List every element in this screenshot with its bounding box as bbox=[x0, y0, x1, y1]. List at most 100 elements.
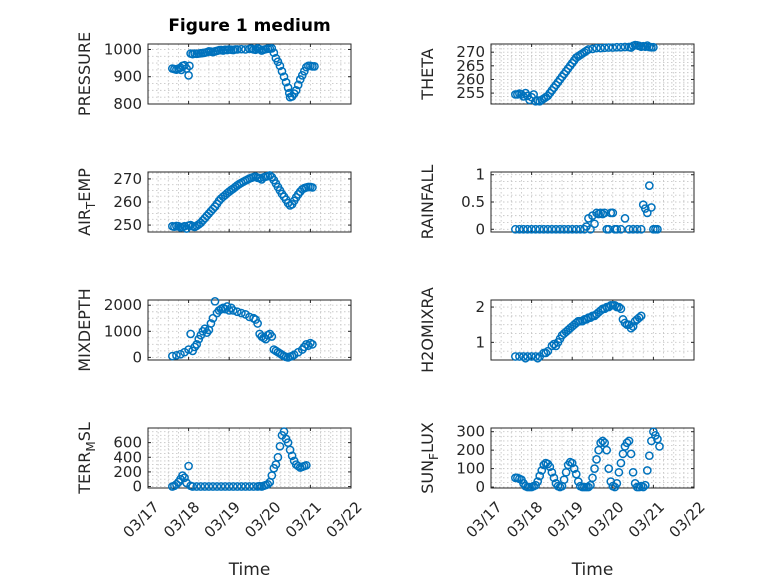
data-point bbox=[647, 203, 656, 212]
data-point bbox=[527, 224, 536, 234]
panel-mixdepth: 0 1000 2000 MIXDEPTH bbox=[75, 288, 352, 372]
y-tick-label: 0 bbox=[475, 220, 485, 238]
data-point bbox=[598, 436, 608, 446]
y-label-main: RAINFALL bbox=[418, 165, 437, 240]
data-point bbox=[571, 224, 581, 234]
x-tick-label: 03/21 bbox=[282, 498, 325, 541]
data-point bbox=[279, 72, 289, 82]
data-point bbox=[604, 224, 614, 234]
data-point bbox=[555, 224, 565, 234]
data-point bbox=[612, 42, 622, 52]
y-axis-label: SUNFLUX bbox=[418, 422, 441, 494]
data-point bbox=[592, 43, 601, 53]
data-point bbox=[616, 458, 626, 468]
data-point bbox=[293, 461, 303, 471]
axes-border bbox=[147, 43, 352, 105]
data-point bbox=[255, 44, 264, 54]
data-point bbox=[283, 83, 293, 92]
data-point bbox=[511, 224, 520, 234]
x-tick-label: 03/18 bbox=[503, 498, 546, 541]
data-point bbox=[523, 352, 532, 361]
data-point bbox=[533, 477, 543, 486]
y-label-subscript: F bbox=[427, 453, 441, 460]
data-point bbox=[634, 313, 644, 322]
data-point bbox=[241, 482, 250, 491]
data-point bbox=[308, 183, 317, 192]
data-point bbox=[519, 224, 528, 234]
y-tick-label: 0 bbox=[132, 478, 142, 496]
data-point bbox=[604, 464, 614, 473]
data-point bbox=[569, 464, 579, 473]
data-point bbox=[310, 62, 319, 71]
y-label-tail: LUX bbox=[418, 422, 437, 453]
data-point bbox=[523, 224, 532, 234]
data-point bbox=[192, 482, 202, 491]
data-point bbox=[549, 473, 559, 483]
data-point bbox=[640, 204, 650, 213]
x-tick-label: 03/17 bbox=[462, 498, 505, 541]
data-point bbox=[206, 319, 216, 328]
series-points bbox=[511, 300, 646, 363]
data-point bbox=[620, 42, 630, 52]
data-point bbox=[596, 43, 605, 53]
y-tick-label: 270 bbox=[456, 43, 485, 61]
y-tick-label: 260 bbox=[113, 193, 142, 211]
y-axis-label: MIXDEPTH bbox=[75, 288, 94, 371]
x-tick-label: 03/19 bbox=[201, 498, 244, 541]
data-point bbox=[535, 471, 545, 481]
data-point bbox=[620, 214, 630, 223]
data-point bbox=[590, 219, 599, 229]
data-point bbox=[267, 44, 277, 53]
data-point bbox=[616, 224, 626, 234]
data-point bbox=[301, 62, 311, 72]
data-point bbox=[220, 482, 230, 491]
data-point bbox=[653, 224, 662, 234]
y-label-tail: EMP bbox=[75, 168, 94, 202]
grid bbox=[490, 44, 695, 104]
data-point bbox=[180, 221, 189, 231]
data-point bbox=[245, 482, 254, 491]
data-point bbox=[295, 75, 305, 84]
grid bbox=[147, 300, 352, 360]
data-point bbox=[638, 482, 648, 492]
data-point bbox=[184, 461, 193, 471]
series-points bbox=[511, 427, 664, 492]
data-point bbox=[584, 45, 593, 54]
axes-border bbox=[147, 299, 352, 361]
data-point bbox=[253, 319, 262, 328]
data-point bbox=[567, 224, 577, 234]
x-tick-label: 03/21 bbox=[625, 498, 668, 541]
y-label-subscript: T bbox=[84, 201, 98, 210]
data-point bbox=[299, 66, 309, 76]
data-point bbox=[624, 436, 634, 446]
data-point bbox=[208, 482, 218, 491]
data-point bbox=[232, 482, 242, 491]
y-label-main: SUN bbox=[418, 460, 437, 494]
data-point bbox=[277, 66, 287, 76]
data-point bbox=[237, 482, 246, 491]
y-tick-label: 2000 bbox=[104, 296, 142, 314]
y-tick-label: 2 bbox=[475, 298, 485, 316]
data-point bbox=[545, 462, 555, 472]
data-point bbox=[642, 466, 652, 475]
data-point bbox=[251, 45, 260, 55]
series-points bbox=[168, 427, 311, 491]
data-point bbox=[273, 57, 283, 67]
data-point bbox=[600, 43, 610, 53]
data-point bbox=[188, 482, 198, 491]
data-point bbox=[602, 445, 612, 455]
data-point bbox=[614, 467, 624, 477]
data-point bbox=[515, 224, 524, 234]
data-point bbox=[237, 44, 246, 54]
data-point bbox=[184, 71, 193, 80]
data-point bbox=[200, 482, 210, 491]
data-point bbox=[291, 86, 301, 95]
x-tick-label: 03/20 bbox=[584, 498, 627, 541]
data-point bbox=[608, 43, 618, 52]
data-point bbox=[281, 77, 291, 87]
x-tick-label: 03/19 bbox=[544, 498, 587, 541]
grid bbox=[490, 172, 695, 232]
data-point bbox=[636, 311, 646, 321]
data-point bbox=[308, 339, 317, 349]
